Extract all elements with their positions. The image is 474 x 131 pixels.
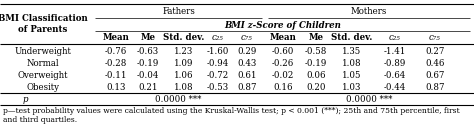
Text: Overweight: Overweight (18, 70, 68, 80)
Text: c₂₅: c₂₅ (389, 34, 401, 42)
Text: Underweight: Underweight (15, 47, 72, 56)
Text: 1.05: 1.05 (342, 70, 362, 80)
Text: 0.29: 0.29 (237, 47, 257, 56)
Text: -0.76: -0.76 (105, 47, 127, 56)
Text: 1.08: 1.08 (342, 59, 362, 67)
Text: 0.43: 0.43 (237, 59, 256, 67)
Text: -0.60: -0.60 (272, 47, 294, 56)
Text: 0.67: 0.67 (425, 70, 445, 80)
Text: -0.26: -0.26 (272, 59, 294, 67)
Text: 0.61: 0.61 (237, 70, 257, 80)
Text: -1.60: -1.60 (207, 47, 229, 56)
Text: -0.04: -0.04 (137, 70, 159, 80)
Text: 1.06: 1.06 (174, 70, 194, 80)
Text: p—test probability values were calculated using the Kruskal-Wallis test; p < 0.0: p—test probability values were calculate… (3, 107, 460, 115)
Text: 0.27: 0.27 (425, 47, 445, 56)
Text: -0.58: -0.58 (305, 47, 327, 56)
Text: 0.0000 ***: 0.0000 *** (346, 94, 392, 103)
Text: -0.94: -0.94 (207, 59, 229, 67)
Text: -1.41: -1.41 (384, 47, 406, 56)
Text: Mean: Mean (270, 34, 296, 42)
Text: Obesity: Obesity (27, 83, 60, 91)
Text: Std. dev.: Std. dev. (331, 34, 373, 42)
Text: -0.63: -0.63 (137, 47, 159, 56)
Text: -0.02: -0.02 (272, 70, 294, 80)
Text: -0.64: -0.64 (384, 70, 406, 80)
Text: -0.19: -0.19 (137, 59, 159, 67)
Text: Mothers: Mothers (351, 7, 387, 15)
Text: 0.06: 0.06 (306, 70, 326, 80)
Text: -0.44: -0.44 (384, 83, 406, 91)
Text: 0.16: 0.16 (273, 83, 293, 91)
Text: 0.0000 ***: 0.0000 *** (155, 94, 202, 103)
Text: Fathers: Fathers (162, 7, 195, 15)
Text: 1.09: 1.09 (174, 59, 194, 67)
Text: 0.20: 0.20 (306, 83, 326, 91)
Text: c₇₅: c₇₅ (429, 34, 441, 42)
Text: 1.35: 1.35 (342, 47, 362, 56)
Text: p: p (22, 94, 28, 103)
Text: 0.87: 0.87 (237, 83, 257, 91)
Text: Normal: Normal (27, 59, 59, 67)
Text: 1.03: 1.03 (342, 83, 362, 91)
Text: Me: Me (140, 34, 155, 42)
Text: -0.53: -0.53 (207, 83, 229, 91)
Text: -0.28: -0.28 (105, 59, 127, 67)
Text: Mean: Mean (102, 34, 129, 42)
Text: Me: Me (309, 34, 323, 42)
Text: and third quartiles.: and third quartiles. (3, 116, 77, 124)
Text: -0.19: -0.19 (305, 59, 327, 67)
Text: c₇₅: c₇₅ (241, 34, 253, 42)
Text: 0.21: 0.21 (138, 83, 158, 91)
Text: c₂₅: c₂₅ (212, 34, 224, 42)
Text: BMI Classification
of Parents: BMI Classification of Parents (0, 14, 88, 34)
Text: Std. dev.: Std. dev. (164, 34, 205, 42)
Text: 1.08: 1.08 (174, 83, 194, 91)
Text: 0.87: 0.87 (425, 83, 445, 91)
Text: -0.89: -0.89 (384, 59, 406, 67)
Text: 0.46: 0.46 (425, 59, 445, 67)
Text: 0.13: 0.13 (106, 83, 126, 91)
Text: -0.72: -0.72 (207, 70, 229, 80)
Text: -0.11: -0.11 (105, 70, 127, 80)
Text: 1.23: 1.23 (174, 47, 193, 56)
Text: BMI z-Score of Children: BMI z-Score of Children (224, 20, 341, 29)
